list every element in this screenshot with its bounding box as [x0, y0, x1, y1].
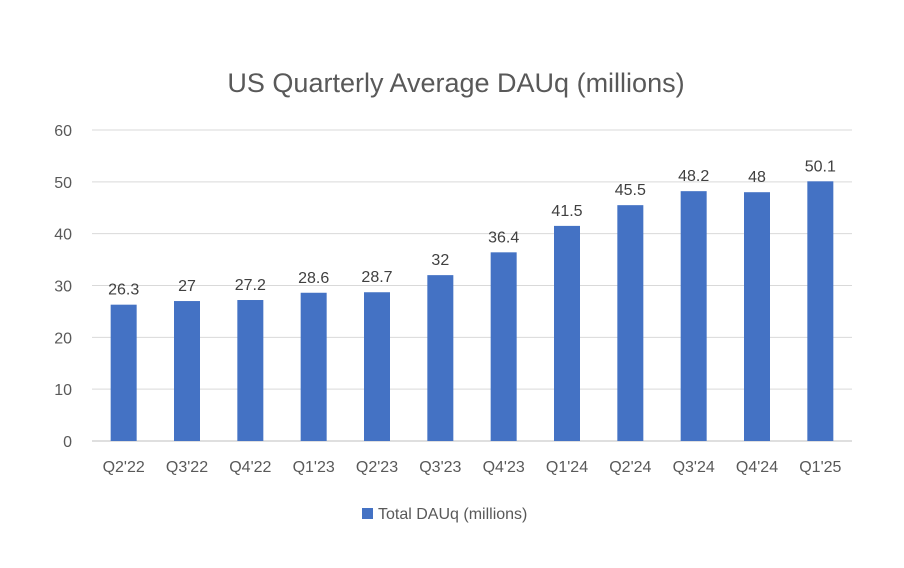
legend-label: Total DAUq (millions) [378, 506, 527, 523]
x-tick-label: Q3'22 [166, 459, 208, 476]
data-label: 48.2 [678, 168, 709, 185]
bar [617, 205, 644, 441]
bar [174, 301, 200, 441]
bar [364, 292, 390, 441]
gridlines [92, 129, 852, 442]
legend-swatch [362, 508, 373, 519]
x-tick-label: Q2'23 [356, 459, 398, 476]
x-tick-label: Q1'23 [293, 459, 335, 476]
x-tick-label: Q3'24 [673, 459, 715, 476]
y-axis-ticks: 0 10 20 30 40 50 60 [54, 123, 72, 451]
bar [554, 225, 580, 441]
bars [110, 181, 834, 441]
x-tick-label: Q4'23 [483, 459, 525, 476]
bar [237, 300, 264, 441]
y-tick-label: 50 [54, 175, 72, 192]
data-label: 27.2 [235, 277, 266, 294]
data-label: 36.4 [488, 229, 519, 246]
x-tick-label: Q3'23 [419, 459, 461, 476]
y-tick-label: 30 [54, 279, 72, 296]
x-tick-label: Q1'25 [799, 459, 841, 476]
data-label: 48 [748, 169, 766, 186]
bar [490, 252, 517, 441]
y-tick-label: 10 [54, 382, 72, 399]
data-label: 50.1 [805, 158, 836, 175]
bar [427, 275, 454, 441]
data-label: 41.5 [551, 203, 582, 220]
x-tick-label: Q4'24 [736, 459, 778, 476]
bar [680, 191, 707, 441]
x-tick-label: Q1'24 [546, 459, 588, 476]
data-label: 45.5 [615, 182, 646, 199]
x-axis-ticks: Q2'22 Q3'22 Q4'22 Q1'23 Q2'23 Q3'23 Q4'23 Q1'24… [103, 459, 842, 476]
data-label: 27 [178, 278, 196, 295]
x-tick-label: Q2'22 [103, 459, 145, 476]
data-label: 28.7 [361, 269, 392, 286]
y-tick-label: 60 [54, 123, 72, 140]
data-label: 32 [431, 252, 449, 269]
y-tick-label: 0 [63, 434, 72, 451]
y-tick-label: 40 [54, 227, 72, 244]
x-tick-label: Q2'24 [609, 459, 651, 476]
bar [300, 292, 327, 441]
legend: Total DAUq (millions) [362, 506, 527, 523]
data-labels: 26.3 27 27.2 28.6 28.7 32 36.4 41.5 45.5 48.2 48 50… [108, 158, 836, 298]
bar [744, 192, 770, 441]
bar [110, 304, 137, 441]
bar [807, 181, 834, 441]
data-label: 28.6 [298, 270, 329, 287]
y-tick-label: 20 [54, 330, 72, 347]
x-tick-label: Q4'22 [229, 459, 271, 476]
chart-title: US Quarterly Average DAUq (millions) [227, 68, 684, 98]
data-label: 26.3 [108, 282, 139, 299]
